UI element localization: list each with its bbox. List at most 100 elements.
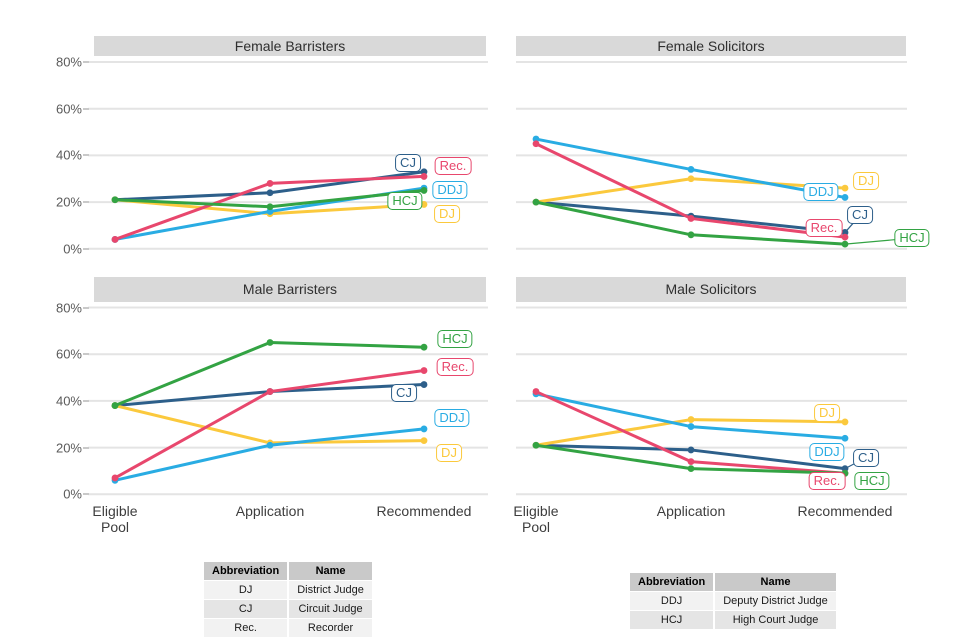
table-row: CJ Circuit Judge [204,600,372,618]
table-cell: DJ [204,581,288,599]
y-axis-tick-mark [83,61,89,63]
data-point [841,233,849,241]
data-point [687,423,695,430]
y-axis-tick-mark [83,154,89,157]
x-axis-label: Application [656,503,726,520]
panel-title-strip: Female Solicitors [516,36,906,56]
table-row: Rec. Recorder [204,619,372,637]
data-point [687,465,695,473]
table-row: DJ District Judge [204,581,372,599]
series-label-dj: DJ [434,205,460,224]
panel-title: Male Solicitors [665,281,757,297]
y-axis-tick-label: 20% [55,440,82,456]
plot-area [88,61,488,250]
y-axis-tick-label: 40% [55,393,82,409]
y-axis-tick-mark [83,107,89,110]
series-label-cj: CJ [391,383,417,402]
series-label-hcj: HCJ [854,472,890,491]
plot-area [516,306,907,496]
series-label-hcj: HCJ [894,229,930,248]
panel-title: Female Solicitors [657,38,765,54]
data-point [266,203,274,211]
y-axis-tick-mark [83,247,89,250]
data-point [687,416,695,423]
data-point [111,196,119,204]
series-label-ddj: DDJ [803,183,839,202]
abbreviation-table-district-judges: Abbreviation Name DDJ Deputy District Judge… [628,572,838,630]
panel-title-strip: Female Barristers [94,36,486,56]
table-header-cell: Abbreviation [204,562,288,580]
series-line-ddj [113,427,426,482]
panel-title: Male Barristers [242,281,338,297]
data-point [687,215,695,222]
data-point [111,402,119,409]
data-point [266,189,274,197]
data-point [420,425,428,433]
series-label-ddj: DDJ [809,443,845,462]
x-axis-label: Recommended [376,503,472,520]
series-label-rec: Rec. [434,157,472,176]
x-axis-label: Eligible Pool [92,503,138,536]
data-point [687,231,695,239]
data-point [266,388,274,395]
plot-area [516,61,913,250]
data-point [687,175,695,183]
y-axis-tick-label: 0% [63,486,82,502]
series-label-ddj: DDJ [434,408,470,427]
panel-male-barristers: Male Barristers CJ DJ DDJ Rec. HCJ 80% 60% 40% 2… [56,277,488,535]
panel-title: Female Barristers [234,38,346,54]
series-label-dj: DJ [436,443,462,462]
data-point [420,437,428,444]
series-label-dj: DJ [814,403,840,422]
data-point [841,229,849,236]
data-point [111,236,119,243]
y-axis-tick-mark [83,399,89,402]
table-cell: Rec. [204,619,288,637]
table-cell: Circuit Judge [289,600,372,618]
table-header-cell: Name [715,573,836,591]
data-point [420,367,428,374]
y-axis-tick-label: 40% [55,147,82,163]
data-point [841,434,849,442]
table-cell: DDJ [630,592,714,610]
table-header-row: Abbreviation Name [630,573,836,591]
series-label-cj: CJ [847,206,873,225]
table-cell: CJ [204,600,288,618]
table-cell: Deputy District Judge [715,592,836,610]
data-point [111,474,119,482]
panel-female-barristers: Female Barristers CJ DJ DDJ Rec. HCJ 80% 60% 40… [56,36,488,256]
table-row: HCJ High Court Judge [630,611,836,629]
data-point [532,388,540,395]
panel-female-solicitors: Female Solicitors CJ DJ DDJ Rec. HCJ [516,36,930,250]
plot-area [88,306,488,496]
table-header-row: Abbreviation Name [204,562,372,580]
y-axis-tick-mark [83,201,89,204]
series-label-ddj: DDJ [432,181,468,200]
table-cell: HCJ [630,611,714,629]
data-point [420,343,428,351]
data-point [532,135,540,143]
y-axis-tick-label: 80% [55,300,82,315]
y-axis-tick-label: 20% [55,194,82,210]
series-label-cj: CJ [395,153,421,172]
table-cell: High Court Judge [715,611,836,629]
series-label-hcj: HCJ [437,330,473,349]
data-point [841,184,849,192]
table-header-cell: Abbreviation [630,573,714,591]
data-point [420,187,428,194]
series-label-rec: Rec. [805,219,843,238]
data-point [420,381,428,388]
y-axis-tick-label: 60% [55,346,82,362]
data-point [420,168,428,176]
series-line-hcj [113,341,426,408]
x-axis-label: Application [235,503,305,520]
table-cell: District Judge [289,581,372,599]
data-point [841,465,849,473]
table-row: DDJ Deputy District Judge [630,592,836,610]
series-label-hcj: HCJ [387,192,423,211]
table-header-cell: Name [289,562,372,580]
y-axis-tick-mark [83,446,89,449]
data-point [687,446,695,454]
data-point [841,194,849,201]
